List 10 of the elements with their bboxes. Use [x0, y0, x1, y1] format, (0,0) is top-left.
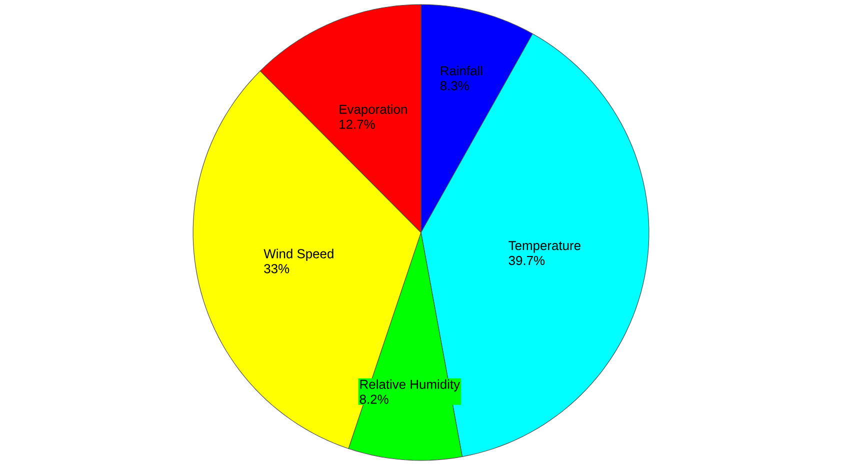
- slice-label: Rainfall: [440, 66, 482, 76]
- slice-label: Temperature: [508, 241, 580, 253]
- data-label: 12.7%: [340, 120, 375, 129]
- slice-label: Evaporation: [340, 104, 407, 116]
- data-label: 8.2%: [360, 394, 388, 404]
- data-label: 8.3%: [440, 81, 469, 90]
- data-label: 39.7%: [508, 256, 545, 266]
- slice-label: Wind Speed: [264, 248, 334, 261]
- data-label: 33%: [264, 264, 290, 274]
- slice-label: Relative Humidity: [360, 379, 460, 392]
